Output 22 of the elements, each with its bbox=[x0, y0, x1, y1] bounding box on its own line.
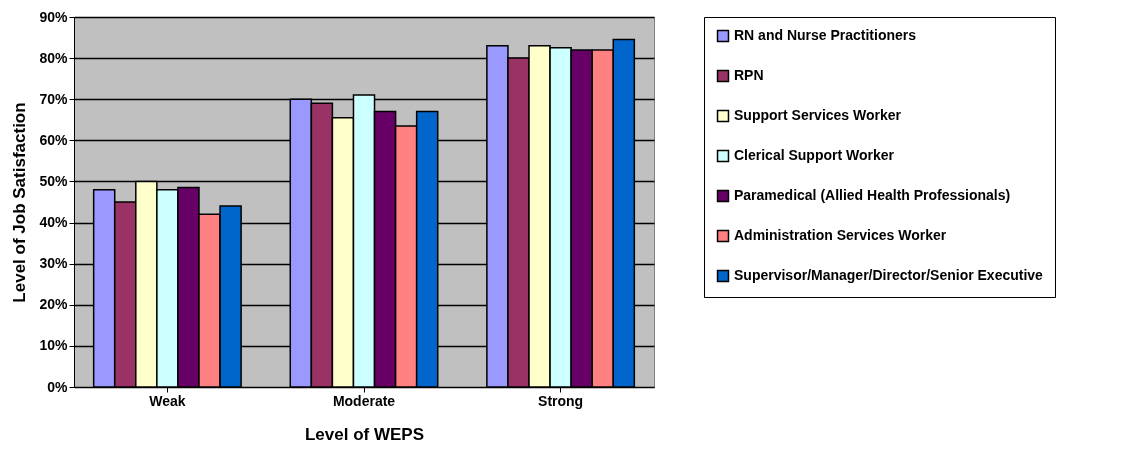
legend-label: Administration Services Worker bbox=[734, 227, 947, 243]
y-tick-label: 20% bbox=[39, 296, 69, 313]
y-tick-label: 80% bbox=[39, 49, 69, 66]
x-tick-label: Strong bbox=[538, 392, 584, 409]
x-tick-label: Weak bbox=[149, 392, 186, 409]
x-tick-label: Moderate bbox=[332, 392, 396, 409]
y-tick-label: 30% bbox=[39, 255, 69, 272]
x-axis-title: Level of WEPS bbox=[304, 424, 425, 444]
y-tick-label: 50% bbox=[39, 172, 69, 189]
y-tick-label: 40% bbox=[39, 214, 69, 231]
y-tick-label: 90% bbox=[39, 8, 69, 25]
legend-label: RN and Nurse Practitioners bbox=[734, 27, 917, 43]
legend-label: Support Services Worker bbox=[734, 107, 902, 123]
legend-label: RPN bbox=[734, 67, 764, 83]
legend-label: Clerical Support Worker bbox=[734, 147, 895, 163]
legend-label: Supervisor/Manager/Director/Senior Executive bbox=[734, 267, 1044, 283]
y-tick-label: 70% bbox=[39, 90, 69, 107]
y-tick-label: 60% bbox=[39, 131, 69, 148]
y-axis-title: Level of Job Satisfaction bbox=[10, 102, 30, 303]
y-tick-label: 0% bbox=[47, 378, 69, 395]
y-tick-label: 10% bbox=[39, 337, 69, 354]
legend-label: Paramedical (Allied Health Professionals) bbox=[734, 187, 1011, 203]
